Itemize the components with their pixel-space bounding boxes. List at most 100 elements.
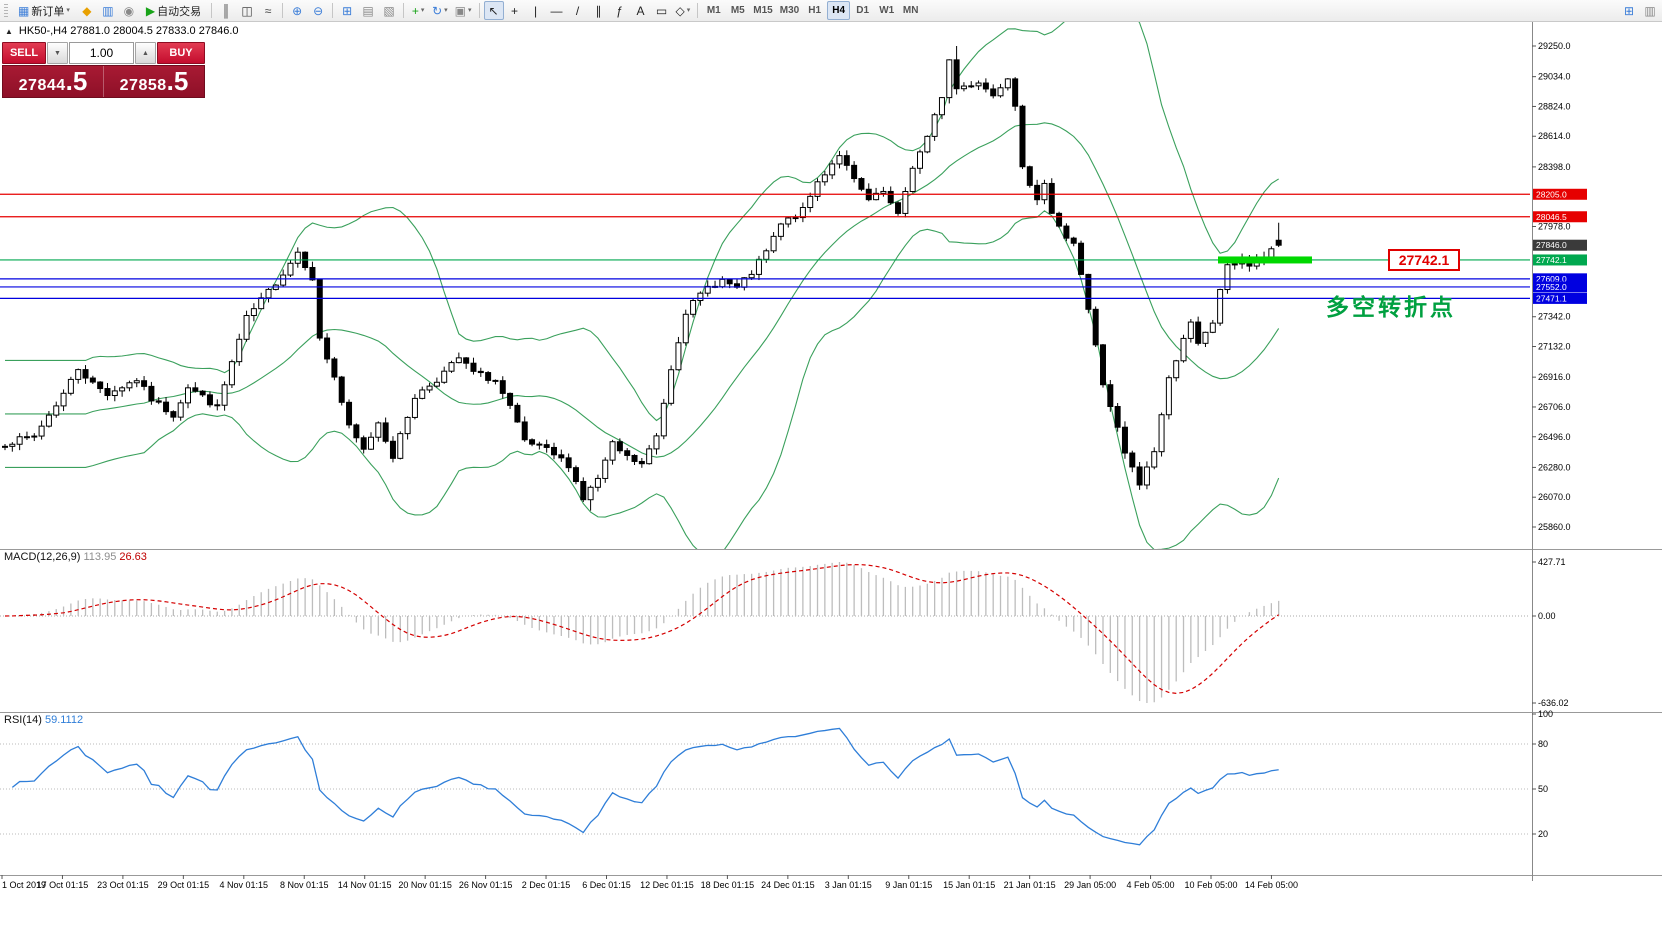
timeframe-m30-button[interactable]: M30 <box>779 5 800 16</box>
rsi-line <box>11 727 1279 846</box>
sell-price-frac: .5 <box>65 66 88 96</box>
svg-text:80: 80 <box>1538 739 1548 749</box>
indicators-icon: + <box>411 3 419 18</box>
bar-chart-button[interactable]: ║ <box>216 1 236 20</box>
volume-increase-button[interactable]: ▲ <box>135 42 156 64</box>
svg-text:27552.0: 27552.0 <box>1536 282 1567 292</box>
svg-text:27342.0: 27342.0 <box>1538 312 1571 322</box>
timeframe-d1-button[interactable]: D1 <box>856 5 870 16</box>
zoom-in-button[interactable]: ⊕ <box>287 1 307 20</box>
svg-text:28398.0: 28398.0 <box>1538 162 1571 172</box>
svg-text:50: 50 <box>1538 784 1548 794</box>
price-annotation-box: 27742.1 <box>1388 249 1460 271</box>
fibonacci-icon: ƒ <box>616 3 623 18</box>
macd-axis[interactable]: 427.71 0.00 -636.02 <box>1532 557 1569 708</box>
svg-text:26706.0: 26706.0 <box>1538 402 1571 412</box>
sell-button[interactable]: SELL <box>2 42 46 64</box>
arrange-charts-button[interactable]: ▤ <box>358 1 378 20</box>
new-order-button-label: 新订单 <box>31 5 65 18</box>
cursor-button[interactable]: ↖ <box>483 1 504 20</box>
toolbar-separator <box>282 3 284 18</box>
market-button[interactable]: ◆ <box>77 1 97 20</box>
svg-text:29 Jan 05:00: 29 Jan 05:00 <box>1064 880 1116 890</box>
buy-price[interactable]: 27858.5 <box>103 66 204 97</box>
shapes-button[interactable]: ◇ ▾ <box>673 1 694 20</box>
trendline-icon: / <box>575 3 580 18</box>
rsi-panel[interactable] <box>0 727 1530 846</box>
crosshair-button[interactable]: + <box>505 1 525 20</box>
label-button[interactable]: ▭ <box>652 1 672 20</box>
svg-text:2 Dec 01:15: 2 Dec 01:15 <box>522 880 571 890</box>
cascade-charts-button[interactable]: ▧ <box>379 1 399 20</box>
trendline-button[interactable]: / <box>568 1 588 20</box>
toolbar-grip[interactable] <box>4 3 8 18</box>
svg-text:27742.1: 27742.1 <box>1536 255 1567 265</box>
price-axis[interactable]: 29250.0 29034.0 28824.0 28614.0 28398.0 27978… <box>1532 41 1587 532</box>
vertical-line-icon: | <box>533 3 538 18</box>
auto-trading-button[interactable]: ▶ 自动交易 <box>140 1 207 20</box>
svg-text:27471.1: 27471.1 <box>1536 293 1567 303</box>
timeframe-h4-button[interactable]: H4 <box>827 1 851 20</box>
candlestick-chart-button[interactable]: ◫ <box>237 1 257 20</box>
rsi-name: RSI(14) <box>4 714 42 726</box>
svg-text:14 Feb 05:00: 14 Feb 05:00 <box>1245 880 1298 890</box>
line-chart-button[interactable]: ≈ <box>258 1 278 20</box>
buy-price-frac: .5 <box>166 66 189 96</box>
horizontal-line-button[interactable]: — <box>547 1 567 20</box>
periods-button[interactable]: ↻ ▾ <box>429 1 451 20</box>
buy-button[interactable]: BUY <box>157 42 205 64</box>
zoom-in-icon: ⊕ <box>292 3 303 18</box>
collapse-trade-panel-icon[interactable]: ▲ <box>5 26 13 36</box>
price-panel[interactable] <box>0 22 1530 557</box>
timeframe-m1-button[interactable]: M1 <box>706 5 721 16</box>
rsi-axis[interactable]: 100 80 50 20 <box>1532 709 1553 839</box>
timeframe-m15-button[interactable]: M15 <box>753 5 773 16</box>
dropdown-arrow-icon: ▾ <box>66 7 70 14</box>
svg-text:0.00: 0.00 <box>1538 611 1556 621</box>
svg-text:27846.0: 27846.0 <box>1536 240 1567 250</box>
profiles-button[interactable]: ▥ <box>98 1 118 20</box>
macd-main-value: 113.95 <box>83 551 117 563</box>
channel-button[interactable]: ∥ <box>589 1 609 20</box>
zoom-out-button[interactable]: ⊖ <box>308 1 328 20</box>
volume-decrease-button[interactable]: ▼ <box>47 42 68 64</box>
svg-text:20: 20 <box>1538 829 1548 839</box>
macd-panel[interactable] <box>0 562 1530 703</box>
svg-text:28046.5: 28046.5 <box>1536 212 1567 222</box>
bollinger-band-line <box>5 210 1280 549</box>
svg-text:27132.0: 27132.0 <box>1538 342 1571 352</box>
data-window-button[interactable]: ◉ <box>119 1 139 20</box>
macd-signal-value: 26.63 <box>119 551 147 563</box>
macd-name: MACD(12,26,9) <box>4 551 81 563</box>
timeframe-m5-button[interactable]: M5 <box>730 5 745 16</box>
indicators-button[interactable]: + ▾ <box>408 1 428 20</box>
sell-price[interactable]: 27844.5 <box>3 66 103 97</box>
new-order-icon: ▦ <box>18 3 30 18</box>
timeframe-h1-button[interactable]: H1 <box>808 5 822 16</box>
toolbar-separator <box>332 3 334 18</box>
toolbar-separator <box>697 3 699 18</box>
new-chart-window-button[interactable]: ⊞ <box>1619 1 1639 20</box>
svg-text:6 Dec 01:15: 6 Dec 01:15 <box>582 880 631 890</box>
svg-text:1 Oct 2019: 1 Oct 2019 <box>2 880 46 890</box>
new-order-button[interactable]: ▦ 新订单 ▾ <box>12 1 76 20</box>
text-button[interactable]: A <box>631 1 651 20</box>
svg-text:28205.0: 28205.0 <box>1536 189 1567 199</box>
tile-windows-button[interactable]: ⊞ <box>337 1 357 20</box>
main-chart-canvas[interactable]: 29250.0 29034.0 28824.0 28614.0 28398.0 27978… <box>0 22 1662 947</box>
toolbar: ▦ 新订单 ▾ ◆ ▥ ◉ ▶ 自动交易 ║ ◫ ≈ ⊕ ⊖ ⊞ ▤ ▧ + ▾ ↻ ▾ ▣ ▾ ↖ + | — / ∥ ƒ A ▭ ◇ ▾ M1… <box>0 0 1662 22</box>
highlight-trend-segment[interactable] <box>1218 256 1312 264</box>
window-menu-button[interactable]: ▥ <box>1640 1 1660 20</box>
timeframe-w1-button[interactable]: W1 <box>879 5 895 16</box>
svg-text:10 Feb 05:00: 10 Feb 05:00 <box>1184 880 1237 890</box>
timeframe-mn-button[interactable]: MN <box>902 5 919 16</box>
svg-text:3 Jan 01:15: 3 Jan 01:15 <box>825 880 872 890</box>
window-menu-icon: ▥ <box>1644 3 1656 18</box>
vertical-line-button[interactable]: | <box>526 1 546 20</box>
volume-input[interactable] <box>69 42 134 64</box>
templates-button[interactable]: ▣ ▾ <box>452 1 475 20</box>
bar-chart-icon: ║ <box>221 3 231 18</box>
svg-text:9 Jan 01:15: 9 Jan 01:15 <box>885 880 932 890</box>
fibonacci-button[interactable]: ƒ <box>610 1 630 20</box>
